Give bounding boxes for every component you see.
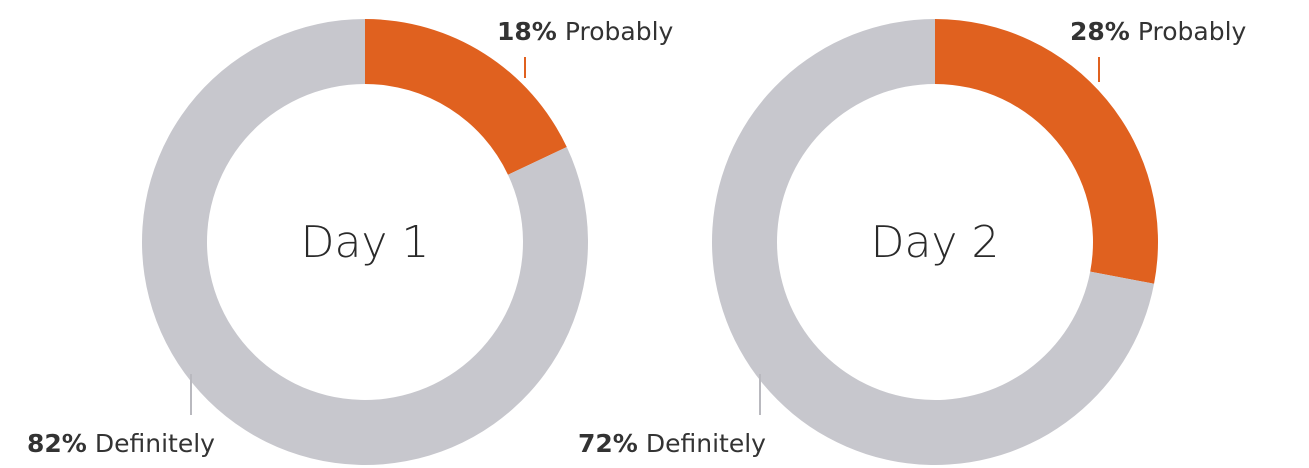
slice-value-label: 82% bbox=[27, 429, 87, 458]
chart-center-title: Day 2 bbox=[871, 217, 1000, 268]
slice-category-label: Definitely bbox=[646, 429, 766, 458]
data-label-probably: 28% Probably bbox=[1070, 17, 1247, 46]
slice-probably bbox=[365, 19, 567, 175]
slice-value-label: 28% bbox=[1070, 17, 1130, 46]
data-label-probably: 18% Probably bbox=[497, 17, 674, 46]
slice-category-label: Probably bbox=[565, 17, 674, 46]
slice-value-label: 18% bbox=[497, 17, 557, 46]
slice-definitely bbox=[712, 19, 1155, 465]
donut-chart-2: Day 2 28% Probably 72% Definitely bbox=[578, 17, 1247, 465]
chart-center-title: Day 1 bbox=[301, 217, 430, 268]
slice-probably bbox=[935, 19, 1158, 284]
data-label-definitely: 72% Definitely bbox=[578, 429, 766, 458]
slice-category-label: Probably bbox=[1138, 17, 1247, 46]
donut-chart-1: Day 1 18% Probably 82% Definitely bbox=[27, 17, 674, 465]
slice-category-label: Definitely bbox=[95, 429, 215, 458]
slice-value-label: 72% bbox=[578, 429, 638, 458]
data-label-definitely: 82% Definitely bbox=[27, 429, 215, 458]
